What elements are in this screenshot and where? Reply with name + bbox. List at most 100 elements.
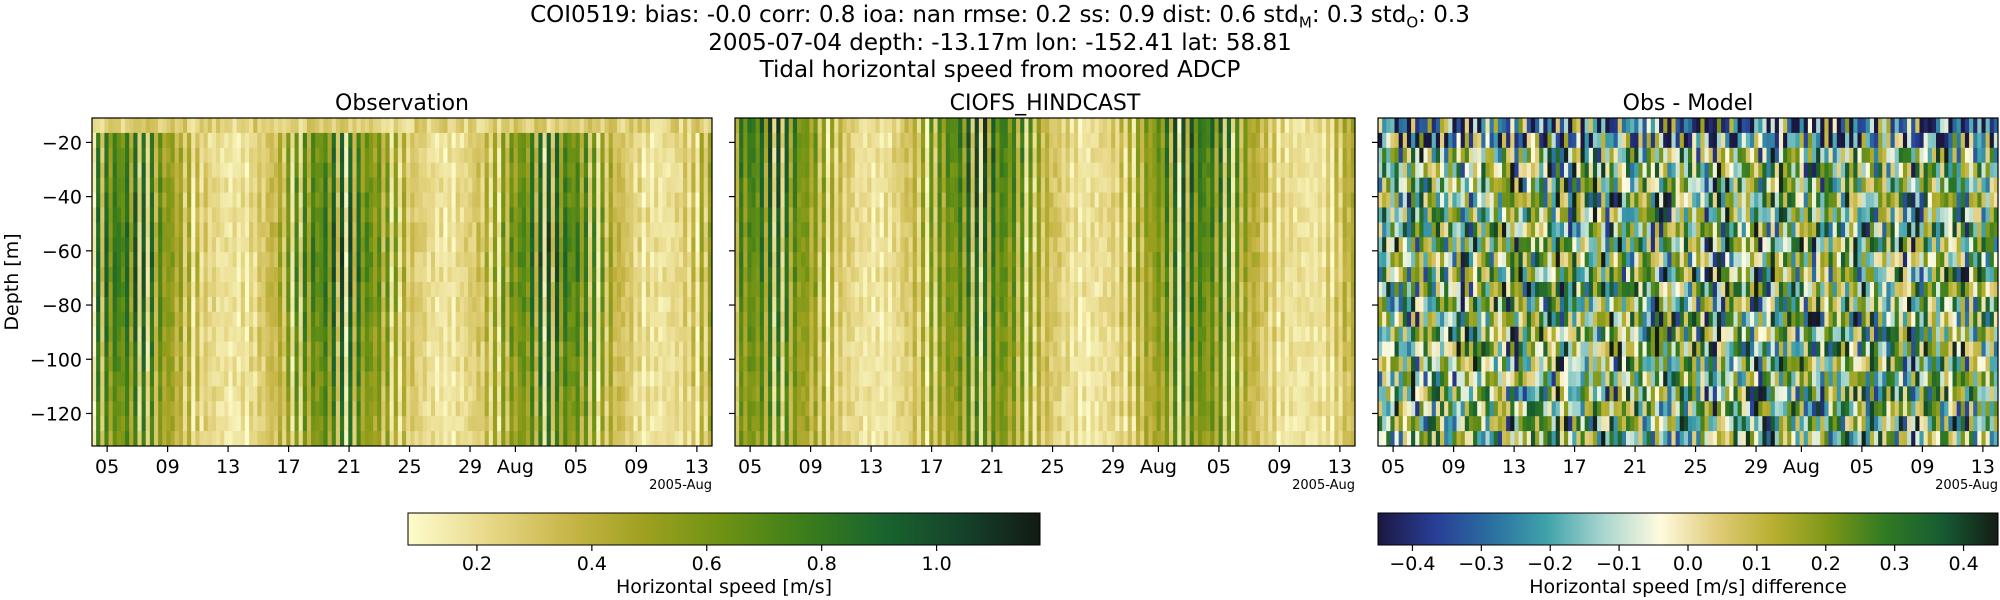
heatmap-cell (695, 296, 701, 313)
heatmap-cell (670, 296, 676, 313)
heatmap-cell (1032, 177, 1038, 194)
heatmap-cell (883, 222, 889, 238)
heatmap-cell (509, 252, 515, 268)
heatmap-cell (929, 192, 934, 209)
heatmap-cell (550, 192, 556, 209)
heatmap-cell (763, 282, 769, 298)
heatmap-cell (199, 311, 205, 328)
heatmap-cell (240, 431, 246, 446)
heatmap-cell (958, 341, 963, 358)
heatmap-cell (348, 237, 353, 253)
heatmap-cell (596, 356, 601, 373)
heatmap-cell (945, 162, 951, 179)
heatmap-cell (821, 192, 827, 209)
heatmap-cell (739, 177, 744, 194)
heatmap-cell (501, 177, 506, 194)
heatmap-cell (492, 162, 498, 179)
heatmap-cell (459, 207, 465, 223)
heatmap-cell (825, 416, 831, 432)
heatmap-cell (497, 326, 502, 343)
heatmap-cell (257, 341, 263, 358)
heatmap-cell (854, 222, 860, 238)
heatmap-cell (999, 341, 1005, 358)
heatmap-cell (253, 177, 258, 194)
heatmap-cell (678, 416, 684, 432)
heatmap-cell (859, 147, 864, 164)
heatmap-cell (784, 237, 790, 253)
heatmap-cell (542, 207, 548, 223)
heatmap-cell (658, 132, 663, 149)
heatmap-cell (904, 222, 910, 238)
heatmap-cell (662, 401, 668, 417)
heatmap-cell (616, 296, 622, 313)
heatmap-cell (311, 177, 316, 194)
heatmap-cell (707, 282, 712, 298)
heatmap-cell (987, 162, 992, 179)
heatmap-cell (397, 431, 403, 446)
heatmap-cell (776, 132, 782, 149)
heatmap-cell (699, 282, 705, 298)
heatmap-cell (484, 147, 490, 164)
heatmap-cell (170, 162, 176, 179)
heatmap-cell (654, 162, 659, 179)
heatmap-cell (850, 326, 856, 343)
heatmap-cell (834, 326, 839, 343)
heatmap-cell (294, 267, 300, 283)
heatmap-cell (772, 431, 777, 446)
heatmap-cell (937, 177, 943, 194)
heatmap-cell (253, 147, 258, 164)
heatmap-cell (801, 416, 806, 432)
heatmap-cell (331, 267, 337, 283)
heatmap-cell (612, 356, 618, 373)
heatmap-cell (360, 147, 366, 164)
heatmap-cell (846, 386, 852, 402)
heatmap-cell (958, 132, 963, 149)
heatmap-cell (859, 371, 864, 387)
heatmap-cell (162, 326, 167, 343)
heatmap-cell (1020, 416, 1025, 432)
x-tick-label: 29 (458, 456, 482, 478)
heatmap-cell (158, 416, 163, 432)
heatmap-cell (381, 147, 387, 164)
heatmap-cell (546, 177, 552, 194)
heatmap-cell (892, 147, 897, 164)
heatmap-cell (641, 282, 647, 298)
heatmap-cell (240, 118, 246, 134)
model-heatmap-cells (735, 118, 1355, 446)
heatmap-cell (104, 207, 110, 223)
heatmap-cell (1016, 386, 1021, 402)
heatmap-cell (850, 416, 856, 432)
heatmap-cell (801, 282, 806, 298)
heatmap-cell (550, 237, 556, 253)
heatmap-cell (476, 282, 482, 298)
heatmap-cell (509, 371, 515, 387)
heatmap-cell (1024, 162, 1030, 179)
heatmap-cell (517, 252, 523, 268)
heatmap-cell (455, 311, 461, 328)
heatmap-cell (859, 222, 864, 238)
heatmap-cell (662, 162, 668, 179)
heatmap-cell (232, 386, 238, 402)
heatmap-cell (871, 282, 877, 298)
heatmap-cell (776, 162, 782, 179)
heatmap-cell (859, 207, 864, 223)
heatmap-cell (900, 252, 906, 268)
heatmap-cell (505, 177, 511, 194)
heatmap-cell (616, 147, 622, 164)
heatmap-cell (236, 207, 242, 223)
heatmap-cell (908, 192, 914, 209)
heatmap-cell (571, 237, 577, 253)
heatmap-cell (896, 162, 901, 179)
heatmap-cell (830, 431, 835, 446)
heatmap-cell (484, 237, 490, 253)
heatmap-cell (422, 132, 428, 149)
heatmap-cell (501, 118, 506, 134)
heatmap-cell (596, 222, 601, 238)
heatmap-cell (178, 401, 184, 417)
heatmap-cell (381, 252, 387, 268)
heatmap-cell (211, 326, 217, 343)
heatmap-cell (211, 118, 217, 134)
heatmap-cell (538, 252, 544, 268)
heatmap-cell (269, 222, 275, 238)
heatmap-cell (538, 177, 544, 194)
